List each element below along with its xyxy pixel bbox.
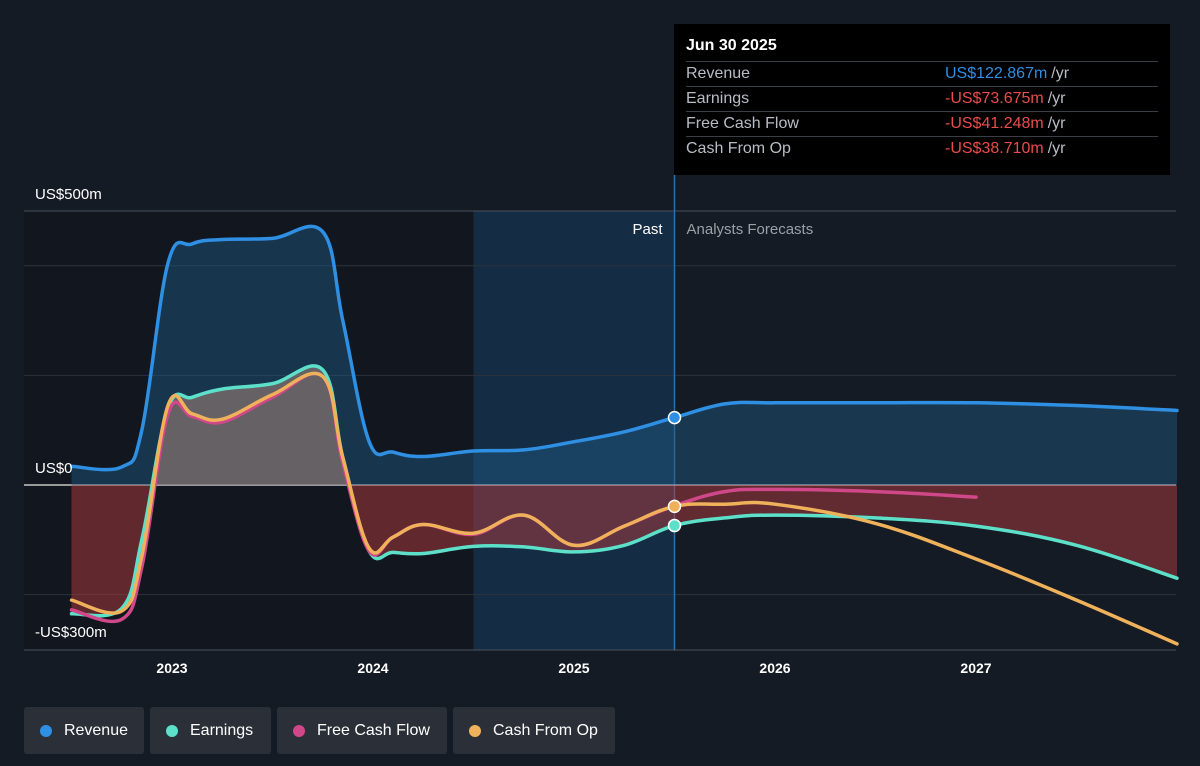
tooltip-label: Cash From Op: [686, 140, 791, 157]
legend-item-free-cash-flow[interactable]: Free Cash Flow: [277, 707, 447, 754]
tooltip-panel: Jun 30 2025 Revenue US$122.867m/yr Earni…: [674, 24, 1170, 175]
series-line-revenue: [69, 224, 1179, 472]
y-axis-label-zero: US$0: [35, 460, 73, 477]
series-marker-revenue: [667, 410, 682, 425]
legend-dot-icon: [469, 724, 481, 737]
revenue-area: [71, 226, 1177, 485]
legend-label: Earnings: [190, 721, 254, 739]
series-line-earnings: [69, 364, 1179, 618]
legend-dot-icon: [293, 724, 305, 737]
x-tick-label: 2026: [759, 660, 790, 676]
x-tick-label: 2023: [156, 660, 187, 676]
tooltip-row-earnings: Earnings -US$73.675m/yr: [686, 86, 1158, 111]
legend-item-earnings[interactable]: Earnings: [150, 707, 271, 754]
tooltip-value-revenue: US$122.867m/yr: [945, 65, 1070, 82]
region-label-forecast: Analysts Forecasts: [687, 221, 814, 238]
series-marker-cash-from-op: [667, 499, 682, 514]
y-axis-label-top: US$500m: [35, 186, 102, 203]
highlight-region-bg: [473, 211, 675, 650]
tooltip-label: Earnings: [686, 90, 750, 107]
tooltip-date: Jun 30 2025: [686, 37, 777, 54]
legend-label: Free Cash Flow: [317, 721, 430, 739]
y-axis-label-bottom: -US$300m: [35, 624, 107, 641]
earnings-area-positive: [71, 365, 1177, 485]
tooltip-row-cash-from-op: Cash From Op -US$38.710m/yr: [686, 136, 1158, 161]
x-tick-label: 2024: [357, 660, 388, 676]
tooltip-value-free-cash-flow: -US$41.248m/yr: [945, 115, 1066, 132]
legend-dot-icon: [166, 724, 178, 737]
legend-label: Revenue: [63, 721, 128, 739]
chart-legend: Revenue Earnings Free Cash Flow Cash Fro…: [24, 707, 615, 754]
tooltip-row-free-cash-flow: Free Cash Flow -US$41.248m/yr: [686, 111, 1158, 136]
tooltip-value-earnings: -US$73.675m/yr: [945, 90, 1066, 107]
tooltip-row-revenue: Revenue US$122.867m/yr: [686, 61, 1158, 86]
x-tick-label: 2025: [558, 660, 589, 676]
legend-item-revenue[interactable]: Revenue: [24, 707, 144, 754]
x-tick-label: 2027: [960, 660, 991, 676]
series-marker-earnings: [667, 518, 682, 533]
tooltip-label: Revenue: [686, 65, 751, 82]
series-line-cash-from-op: [69, 371, 1179, 646]
legend-item-cash-from-op[interactable]: Cash From Op: [453, 707, 615, 754]
tooltip-value-cash-from-op: -US$38.710m/yr: [945, 140, 1066, 157]
tooltip-label: Free Cash Flow: [686, 115, 799, 132]
legend-label: Cash From Op: [493, 721, 598, 739]
legend-dot-icon: [40, 724, 52, 737]
region-label-past: Past: [632, 221, 663, 238]
